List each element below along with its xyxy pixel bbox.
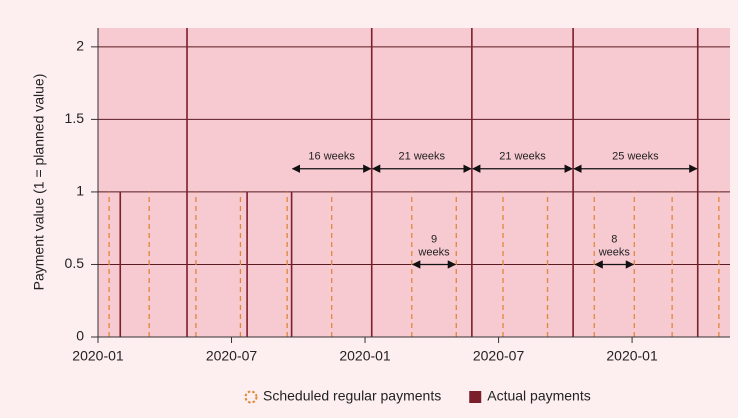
legend-label: Scheduled regular payments xyxy=(263,388,441,404)
y-axis-label: Payment value (1 = planned value) xyxy=(31,74,47,291)
x-tick-label: 2020-07 xyxy=(473,348,525,364)
legend-swatch xyxy=(244,390,258,404)
y-tick-label: 1.5 xyxy=(65,110,85,126)
y-tick-label: 0 xyxy=(76,328,84,344)
interval-label-line: 8 xyxy=(611,233,617,245)
interval-label: 16 weeks xyxy=(308,151,355,163)
interval-label: 21 weeks xyxy=(399,151,446,163)
x-tick-label: 2020-07 xyxy=(206,348,258,364)
interval-label-line: weeks xyxy=(417,246,450,258)
x-tick-label: 2020-01 xyxy=(72,348,124,364)
y-tick-label: 1 xyxy=(76,183,84,199)
interval-label: 25 weeks xyxy=(612,151,659,163)
interval-label: 9 weeks xyxy=(417,233,450,258)
interval-label: 21 weeks xyxy=(499,151,546,163)
y-tick-label: 2 xyxy=(76,38,84,54)
interval-label-line: 9 xyxy=(431,233,437,245)
legend-label: Actual payments xyxy=(487,388,591,404)
x-tick-label: 2020-01 xyxy=(606,348,658,364)
interval-label-line: weeks xyxy=(598,246,631,258)
interval-label: 8 weeks xyxy=(598,233,631,258)
y-tick-label: 0.5 xyxy=(65,255,85,271)
legend-swatch xyxy=(469,391,482,403)
plot-area xyxy=(98,28,730,337)
x-tick-label: 2020-01 xyxy=(339,348,391,364)
